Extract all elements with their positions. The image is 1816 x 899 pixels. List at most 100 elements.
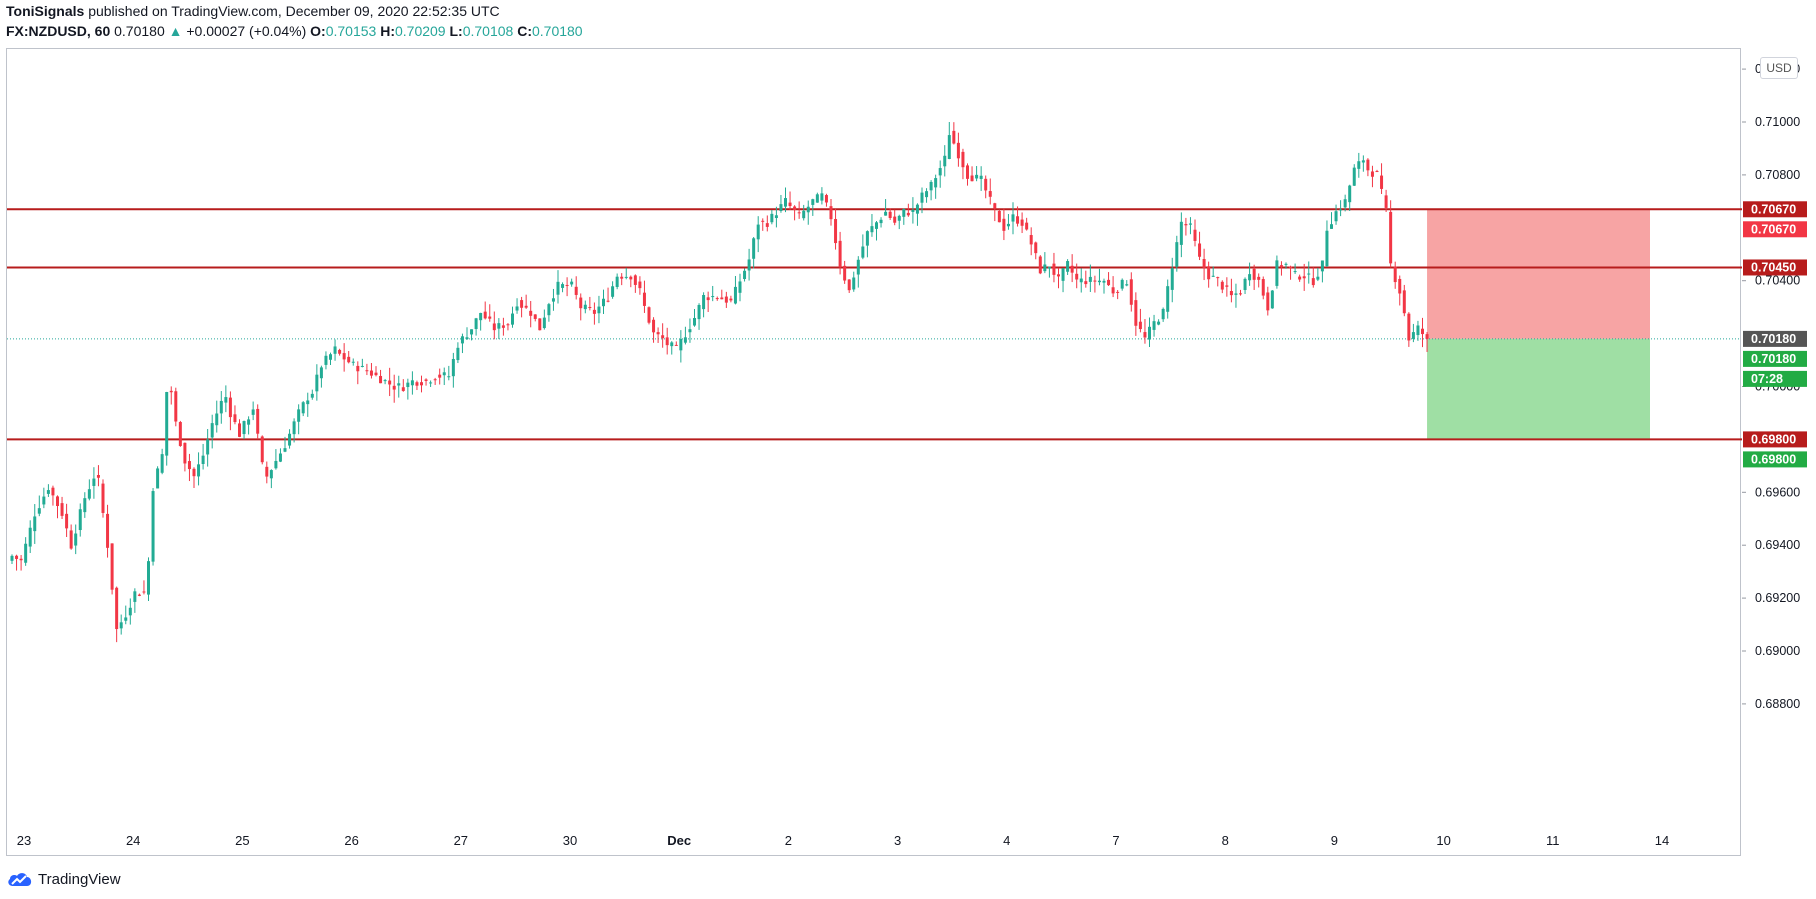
candle-body: [684, 337, 687, 342]
candle: [861, 234, 864, 259]
candle-body: [966, 165, 969, 178]
candle-body: [297, 409, 300, 421]
candle-body: [497, 323, 500, 329]
candle-body: [1143, 332, 1146, 337]
time-axis[interactable]: 23 24 25 26 27 30 Dec 2 3 4 7 8 9 10 11 14: [17, 833, 1669, 848]
candle-body: [607, 301, 610, 302]
candle-body: [133, 591, 136, 602]
candle: [943, 145, 946, 176]
candle: [588, 297, 591, 310]
candle: [1335, 205, 1338, 225]
candle: [20, 555, 23, 571]
stop-price-tag: 0.70670: [1743, 221, 1807, 237]
candle: [265, 462, 268, 484]
candle-body: [420, 382, 423, 385]
candle-body: [1234, 293, 1237, 294]
candle: [602, 290, 605, 314]
candle-body: [1025, 223, 1028, 230]
candle: [934, 175, 937, 199]
candle-body: [161, 454, 164, 473]
candle: [475, 318, 478, 336]
candle: [47, 484, 50, 497]
candle-body: [720, 297, 723, 299]
currency-button[interactable]: USD: [1760, 57, 1798, 79]
candle: [147, 557, 150, 601]
candle: [1025, 218, 1028, 231]
candle-body: [270, 470, 273, 478]
candle-body: [957, 143, 960, 158]
candle-body: [711, 296, 714, 297]
candle: [675, 341, 678, 346]
candle: [438, 369, 441, 385]
candle-body: [425, 379, 428, 380]
candle: [1166, 280, 1169, 319]
candle: [306, 393, 309, 417]
candle: [629, 275, 632, 287]
candle: [1230, 279, 1233, 303]
y-tick-label: 0.70800: [1755, 168, 1800, 182]
candle: [1080, 268, 1083, 292]
candle-body: [74, 534, 77, 546]
stop-loss-zone[interactable]: [1427, 209, 1650, 339]
candle: [1225, 277, 1228, 296]
candle-body: [479, 313, 482, 320]
candle-body: [1016, 216, 1019, 223]
candle-body: [1071, 266, 1074, 273]
candle-body: [761, 221, 764, 222]
candle: [880, 217, 883, 227]
candle-body: [15, 556, 18, 559]
candle: [1248, 263, 1251, 286]
candle: [597, 296, 600, 323]
candle-body: [998, 211, 1001, 222]
candle-body: [866, 231, 869, 245]
candle: [789, 192, 792, 210]
candle: [693, 309, 696, 327]
position-tool[interactable]: [1427, 209, 1650, 439]
candle: [670, 341, 673, 354]
bar-countdown-tag: 07:28: [1743, 371, 1807, 387]
candle-body: [1007, 224, 1010, 226]
candle: [993, 203, 996, 221]
candle-body: [288, 434, 291, 446]
candle-body: [1207, 266, 1210, 279]
candle-body: [1084, 281, 1087, 284]
candle-body: [602, 299, 605, 306]
y-tick-label: 0.69600: [1755, 485, 1800, 499]
candle-body: [229, 398, 232, 418]
candle-body: [92, 479, 95, 486]
candle: [1066, 259, 1069, 275]
candle-body: [1362, 160, 1365, 162]
candle: [343, 343, 346, 372]
candle: [1121, 278, 1124, 290]
candle-body: [1162, 309, 1165, 319]
candle: [684, 327, 687, 345]
candle-body: [661, 335, 664, 338]
candle: [365, 364, 368, 375]
candle-body: [1203, 259, 1206, 268]
candle-body: [1394, 267, 1397, 282]
candle-body: [1125, 284, 1128, 285]
candle-body: [620, 277, 623, 279]
candle: [1116, 290, 1119, 299]
candle-body: [256, 409, 259, 434]
candle: [557, 270, 560, 303]
candle-body: [183, 443, 186, 464]
candle-body: [279, 454, 282, 462]
candle-body: [324, 356, 327, 365]
candle: [1325, 220, 1328, 267]
candle-body: [643, 293, 646, 306]
take-profit-zone[interactable]: [1427, 339, 1650, 440]
candle-body: [1225, 285, 1228, 286]
candle-body: [1052, 264, 1055, 275]
candle: [488, 304, 491, 321]
candle: [111, 543, 114, 594]
candle: [811, 199, 814, 216]
candle-body: [1230, 291, 1233, 295]
candle: [1376, 170, 1379, 172]
candle-body: [679, 339, 682, 350]
candle-body: [993, 203, 996, 208]
candle-body: [384, 380, 387, 381]
tradingview-logo[interactable]: TradingView: [6, 868, 121, 890]
candle-body: [238, 423, 241, 436]
